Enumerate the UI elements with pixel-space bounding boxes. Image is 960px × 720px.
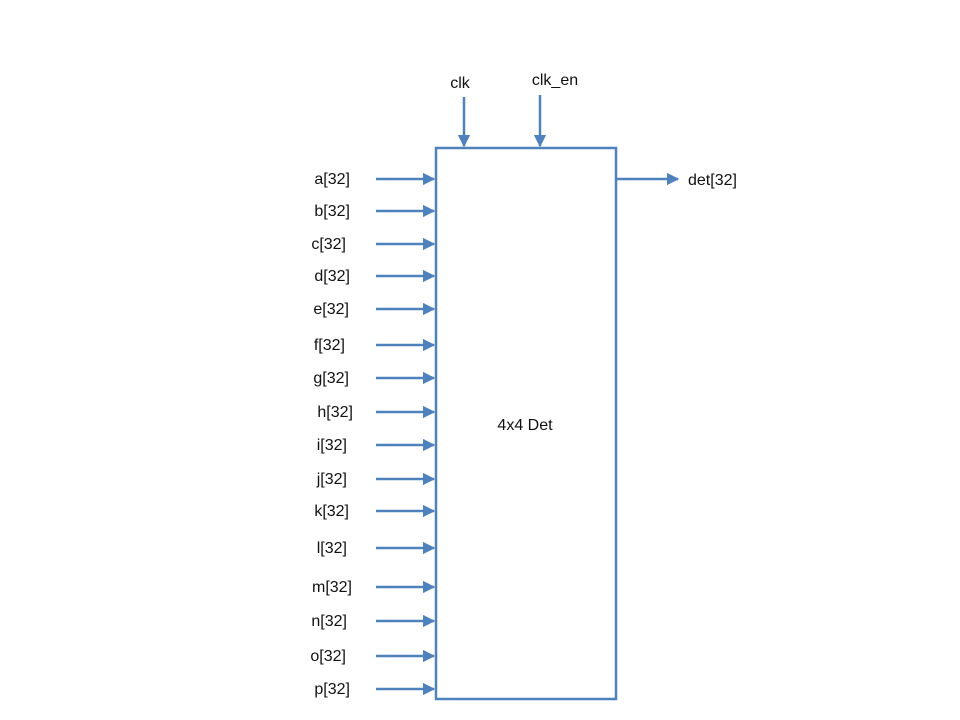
input-label-a: a[32] [314, 171, 350, 188]
input-label-d: d[32] [314, 268, 350, 285]
clk-en-label: clk_en [532, 72, 578, 89]
input-port-a: a[32] [314, 171, 436, 188]
input-port-d: d[32] [314, 268, 436, 285]
input-label-p: p[32] [314, 681, 350, 698]
input-port-j: j[32] [316, 471, 436, 488]
input-port-o: o[32] [310, 648, 436, 665]
det-block [434, 146, 618, 701]
output-port-det: det[32] [617, 172, 737, 189]
input-port-g: g[32] [313, 370, 436, 387]
block-label: 4x4 Det [497, 417, 553, 434]
output-label-det: det[32] [688, 172, 737, 189]
input-port-n: n[32] [311, 613, 436, 630]
input-port-f: f[32] [314, 337, 436, 354]
input-port-l: l[32] [317, 540, 436, 557]
clk-label: clk [450, 75, 471, 92]
input-label-o: o[32] [310, 648, 346, 665]
input-label-h: h[32] [317, 404, 353, 421]
input-label-f: f[32] [314, 337, 345, 354]
input-port-h: h[32] [317, 404, 436, 421]
input-port-b: b[32] [314, 203, 436, 220]
input-port-c: c[32] [311, 236, 436, 253]
input-label-c: c[32] [311, 236, 346, 253]
input-port-m: m[32] [312, 579, 436, 596]
input-label-l: l[32] [317, 540, 347, 557]
input-label-k: k[32] [314, 503, 349, 520]
clk-port: clk [450, 75, 471, 148]
input-label-g: g[32] [313, 370, 349, 387]
input-label-n: n[32] [311, 613, 347, 630]
input-label-m: m[32] [312, 579, 352, 596]
input-port-k: k[32] [314, 503, 436, 520]
input-port-p: p[32] [314, 681, 436, 698]
input-port-i: i[32] [317, 437, 436, 454]
clk-en-port: clk_en [532, 72, 578, 148]
input-label-j: j[32] [316, 471, 347, 488]
input-port-e: e[32] [313, 301, 436, 318]
input-label-e: e[32] [313, 301, 349, 318]
input-label-i: i[32] [317, 437, 347, 454]
input-label-b: b[32] [314, 203, 350, 220]
